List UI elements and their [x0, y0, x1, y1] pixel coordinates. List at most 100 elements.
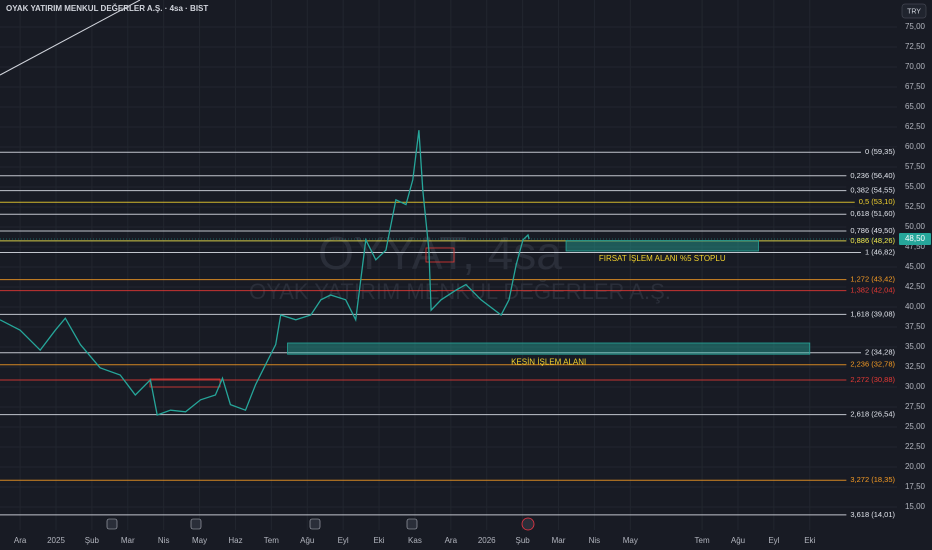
y-tick-label: 35,00	[905, 342, 926, 351]
currency[interactable]: TRY	[907, 8, 921, 15]
watermark-group: OYYAT, 4sa OYAK YATIRIM MENKUL DEĞERLER …	[249, 227, 671, 304]
zone-label: FIRSAT İŞLEM ALANI %5 STOPLU	[599, 254, 726, 263]
y-tick-label: 32,50	[905, 362, 926, 371]
fib-label: 0,886 (48,26)	[850, 236, 895, 245]
x-tick-label: Ara	[14, 536, 27, 545]
x-tick-label: Tem	[264, 536, 279, 545]
x-tick-label: Eki	[373, 536, 384, 545]
fib-label-bg	[846, 235, 897, 246]
fib-label: 0 (59,35)	[865, 147, 896, 156]
x-tick-label: Mar	[121, 536, 135, 545]
x-tick-label: Şub	[85, 536, 100, 545]
fib-label: 0,5 (53,10)	[859, 197, 896, 206]
fib-label: 2,272 (30,88)	[850, 375, 895, 384]
fib-label: 2,236 (32,78)	[850, 360, 895, 369]
y-tick-label: 57,50	[905, 162, 926, 171]
fib-label-bg	[846, 374, 897, 385]
fib-label: 1,618 (39,08)	[850, 309, 895, 318]
x-tick-label: Eki	[804, 536, 815, 545]
fib-label-bg	[860, 147, 897, 158]
price-line	[0, 130, 530, 416]
y-tick-label: 47,50	[905, 242, 926, 251]
fib-label-bg	[846, 274, 897, 285]
y-tick-label: 40,00	[905, 302, 926, 311]
fib-label: 3,618 (14,01)	[850, 510, 895, 519]
fib-label-bg	[846, 285, 897, 296]
y-tick-label: 27,50	[905, 402, 926, 411]
fib-label: 0,618 (51,60)	[850, 209, 895, 218]
x-tick-label: Mar	[552, 536, 566, 545]
event-icon[interactable]	[106, 518, 118, 530]
y-tick-label: 30,00	[905, 382, 926, 391]
y-tick-label: 15,00	[905, 502, 926, 511]
grid	[0, 0, 897, 530]
x-tick-label: Ağu	[731, 536, 745, 545]
fib-label: 2 (34,28)	[865, 348, 896, 357]
fib-label-bg	[860, 247, 897, 258]
fib-label-bg	[846, 170, 897, 181]
trend-line	[0, 0, 141, 76]
x-tick-label: May	[192, 536, 207, 545]
y-tick-label: 67,50	[905, 82, 926, 91]
fib-label-bg	[846, 209, 897, 220]
axes: 75,00 72,50 70,00 67,50 65,00 62,50 60,00 57,50…	[14, 22, 926, 545]
fib-label-bg	[846, 226, 897, 236]
zone	[287, 342, 811, 355]
fib-label-bg	[846, 359, 897, 370]
fib-label: 2,618 (26,54)	[850, 410, 895, 419]
y-tick-label: 45,00	[905, 262, 926, 271]
fib-label: 1,382 (42,04)	[850, 286, 895, 295]
event-icon[interactable]	[309, 518, 321, 530]
last-price-badge	[899, 233, 931, 245]
y-tick-label: 42,50	[905, 282, 926, 291]
y-tick-label: 50,00	[905, 222, 926, 231]
y-tick-label: 17,50	[905, 482, 926, 491]
x-tick-label: 2025	[47, 536, 65, 545]
y-tick-label: 25,00	[905, 422, 926, 431]
fib-label-bg	[846, 309, 897, 320]
watermark: OYYAT, 4sa	[318, 227, 562, 279]
y-tick-label: 55,00	[905, 182, 926, 191]
x-tick-label: May	[623, 536, 638, 545]
y-tick-label: 60,00	[905, 142, 926, 151]
last-price-label: 48,50	[905, 234, 926, 243]
x-tick-label: Eyl	[768, 536, 779, 545]
x-tick-label: Nis	[589, 536, 601, 545]
currency-button[interactable]	[901, 3, 927, 19]
box	[425, 247, 455, 263]
x-tick-label: Tem	[695, 536, 710, 545]
fib-label-bg	[860, 347, 897, 358]
zone-label: KESİN İŞLEM ALANI	[511, 357, 586, 366]
event-icons	[106, 517, 535, 531]
x-tick-label: Ara	[445, 536, 458, 545]
dividend-icon[interactable]	[521, 517, 535, 531]
price-axis-bg	[897, 0, 932, 550]
fib-label: 3,272 (18,35)	[850, 475, 895, 484]
fib-label: 1,272 (43,42)	[850, 275, 895, 284]
x-tick-label: Şub	[516, 536, 531, 545]
watermark: OYAK YATIRIM MENKUL DEĞERLER A.Ş.	[249, 279, 671, 304]
event-icon[interactable]	[406, 518, 418, 530]
fib-levels: 0 (59,35) 0,236 (56,40) 0,382 (54,55) 0,5 (…	[0, 147, 897, 520]
fib-label-bg	[854, 197, 897, 208]
event-icon[interactable]	[190, 518, 202, 530]
price-group	[0, 130, 897, 416]
zones: FIRSAT İŞLEM ALANI %5 STOPLU KESİN İŞLEM …	[287, 240, 811, 366]
y-tick-label: 22,50	[905, 442, 926, 451]
chart-title: OYAK YATIRIM MENKUL DEĞERLER A.Ş. · 4sa …	[6, 4, 208, 13]
y-tick-label: 70,00	[905, 62, 926, 71]
fib-label: 1 (46,82)	[865, 247, 896, 256]
fib-label: 0,786 (49,50)	[850, 226, 895, 235]
y-tick-label: 65,00	[905, 102, 926, 111]
fib-label-bg	[846, 509, 897, 520]
zone	[565, 240, 759, 252]
fib-label: 0,382 (54,55)	[850, 186, 895, 195]
x-tick-label: Nis	[158, 536, 170, 545]
fib-label-bg	[846, 185, 897, 196]
y-tick-label: 20,00	[905, 462, 926, 471]
x-tick-label: Ağu	[300, 536, 314, 545]
x-tick-label: 2026	[478, 536, 496, 545]
y-tick-label: 62,50	[905, 122, 926, 131]
